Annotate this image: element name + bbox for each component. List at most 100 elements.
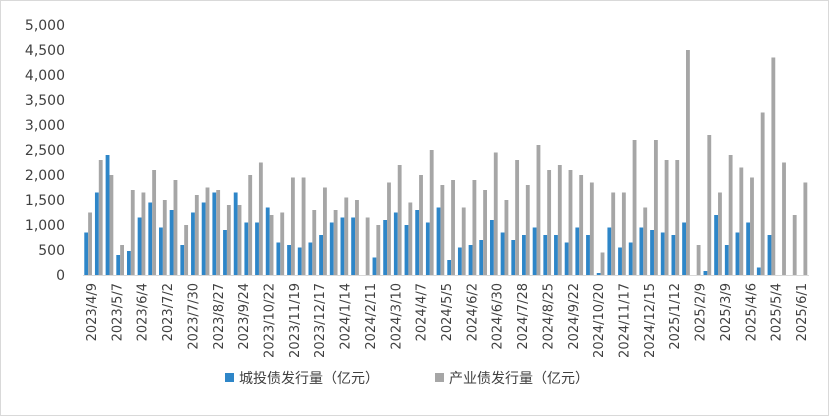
industrial-bond-bar bbox=[184, 225, 189, 275]
x-tick-label: 2025/5/4 bbox=[770, 283, 785, 341]
city-investment-bar bbox=[340, 217, 345, 275]
city-investment-bar bbox=[244, 222, 249, 275]
industrial-bond-bar bbox=[419, 175, 423, 275]
city-investment-bar bbox=[351, 217, 356, 275]
city-investment-bar bbox=[84, 232, 89, 275]
industrial-bond-bar bbox=[451, 180, 455, 275]
industrial-bond-bar bbox=[621, 192, 626, 275]
city-investment-bar bbox=[682, 222, 687, 275]
industrial-bond-bar bbox=[120, 245, 124, 275]
y-tick-label: 2,500 bbox=[25, 143, 65, 159]
industrial-bond-bar bbox=[355, 200, 359, 275]
industrial-bond-bar bbox=[611, 192, 616, 275]
legend-label-city: 城投债发行量（亿元） bbox=[239, 371, 379, 387]
city-investment-bar bbox=[169, 210, 174, 275]
industrial-bond-bar bbox=[312, 210, 317, 275]
city-investment-bar bbox=[212, 192, 217, 275]
city-investment-bar bbox=[500, 232, 505, 275]
city-investment-bar bbox=[639, 227, 644, 275]
industrial-bond-bar bbox=[344, 197, 349, 275]
city-investment-bar bbox=[767, 235, 772, 275]
city-investment-bar bbox=[372, 257, 377, 275]
city-investment-bar bbox=[105, 155, 110, 275]
x-tick-label: 2024/4/7 bbox=[415, 283, 430, 341]
industrial-bond-bar bbox=[237, 205, 242, 275]
industrial-bond-bar bbox=[493, 152, 498, 275]
x-tick-label: 2024/1/14 bbox=[339, 283, 354, 350]
industrial-bond-bar bbox=[387, 182, 391, 275]
city-investment-bar bbox=[319, 235, 324, 275]
y-tick-label: 5,000 bbox=[25, 18, 65, 34]
x-tick-label: 2023/11/19 bbox=[288, 283, 303, 358]
industrial-bond-bar bbox=[782, 162, 786, 275]
x-tick-label: 2025/2/9 bbox=[694, 283, 709, 341]
industrial-bond-bar bbox=[600, 252, 605, 275]
legend-label-industrial: 产业债发行量（亿元） bbox=[449, 371, 589, 387]
industrial-bond-bar bbox=[653, 140, 658, 275]
city-investment-bar bbox=[276, 242, 281, 275]
city-investment-bar bbox=[191, 212, 195, 275]
x-axis: 2023/4/9 2023/5/7 2023/6/4 2023/7/2 2023/7/3… bbox=[83, 275, 810, 358]
city-investment-bar bbox=[308, 242, 313, 275]
y-tick-label: 3,500 bbox=[25, 93, 65, 109]
city-investment-bar bbox=[415, 210, 420, 275]
industrial-bond-bar bbox=[760, 112, 765, 275]
y-tick-label: 3,000 bbox=[25, 118, 65, 134]
x-tick-label: 2025/6/1 bbox=[795, 283, 810, 341]
city-investment-bar bbox=[393, 212, 398, 275]
industrial-bond-bar bbox=[152, 170, 157, 275]
y-tick-label: 1,000 bbox=[25, 218, 65, 234]
city-investment-bar bbox=[735, 232, 740, 275]
x-tick-label: 2024/5/5 bbox=[440, 283, 455, 341]
x-tick-label: 2024/6/30 bbox=[491, 283, 506, 350]
city-investment-bar bbox=[137, 217, 142, 275]
city-investment-bar bbox=[457, 247, 462, 275]
city-investment-bar bbox=[660, 232, 665, 275]
industrial-bond-bar bbox=[515, 160, 520, 275]
city-investment-bar bbox=[223, 230, 227, 275]
industrial-bond-bar bbox=[98, 160, 103, 275]
industrial-bond-bar bbox=[686, 50, 690, 275]
industrial-bond-bar bbox=[109, 175, 114, 275]
city-investment-bar bbox=[287, 245, 291, 275]
industrial-bond-bar bbox=[258, 162, 263, 275]
city-investment-bar bbox=[436, 207, 441, 275]
city-investment-bar bbox=[714, 215, 719, 275]
industrial-bond-bar bbox=[376, 225, 381, 275]
x-tick-label: 2024/2/11 bbox=[364, 283, 379, 350]
industrial-bond-bar bbox=[483, 190, 487, 275]
y-tick-label: 500 bbox=[38, 243, 65, 259]
x-tick-label: 2025/4/6 bbox=[744, 283, 759, 341]
industrial-bond-bar bbox=[88, 212, 92, 275]
x-tick-label: 2023/10/22 bbox=[263, 283, 278, 358]
legend-swatch-industrial bbox=[435, 373, 444, 382]
x-tick-label: 2024/8/25 bbox=[541, 283, 556, 350]
industrial-bond-bar bbox=[397, 165, 402, 275]
industrial-bond-bar bbox=[323, 187, 327, 275]
industrial-bond-bar bbox=[429, 150, 434, 275]
city-investment-bar bbox=[94, 192, 99, 275]
industrial-bond-bar bbox=[408, 202, 413, 275]
city-investment-bar bbox=[522, 235, 526, 275]
city-investment-bar bbox=[746, 222, 751, 275]
industrial-bond-bar bbox=[803, 182, 808, 275]
industrial-bond-bar bbox=[568, 170, 573, 275]
industrial-bond-bar bbox=[301, 177, 306, 275]
industrial-bond-bar bbox=[461, 207, 466, 275]
x-tick-label: 2024/6/2 bbox=[465, 283, 480, 341]
city-investment-bar bbox=[628, 242, 633, 275]
industrial-bond-bar bbox=[290, 177, 295, 275]
x-tick-label: 2025/1/12 bbox=[668, 283, 683, 350]
industrial-bond-bar bbox=[194, 195, 199, 275]
city-investment-bar bbox=[479, 240, 484, 275]
x-tick-label: 2024/12/15 bbox=[643, 283, 658, 358]
industrial-bond-bar bbox=[269, 215, 274, 275]
industrial-bond-bar bbox=[472, 180, 477, 275]
industrial-bond-bar bbox=[750, 177, 754, 275]
industrial-bond-bar bbox=[718, 192, 722, 275]
industrial-bond-bar bbox=[216, 190, 221, 275]
industrial-bond-bar bbox=[248, 175, 253, 275]
city-investment-bar bbox=[554, 235, 558, 275]
city-investment-bar bbox=[297, 247, 302, 275]
